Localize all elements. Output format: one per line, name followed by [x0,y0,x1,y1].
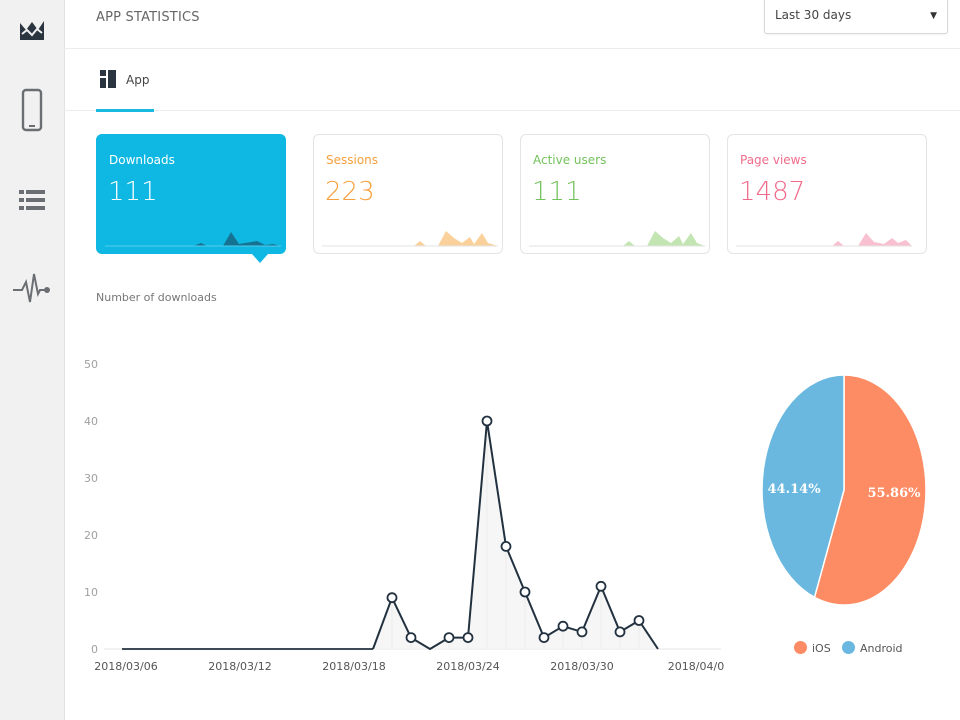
sparkline-area [105,232,281,246]
y-tick-label: 50 [84,358,98,371]
series-line [372,420,659,650]
stat-card-value: 111 [532,177,582,207]
pie-slice-android [761,374,845,599]
header: APP STATISTICS Last 30 days ▼ [64,0,960,49]
data-point [557,620,569,632]
sparkline [529,231,705,247]
downloads-line-chart: 0 10 20 30 40 50 2018/03/06 2018/03/12 2018/03/1… [84,358,724,673]
stat-card-value: 223 [325,177,375,207]
stat-card-value: 111 [108,177,158,207]
pulse-icon[interactable] [8,264,56,312]
data-point [519,586,531,598]
series-area [373,421,658,649]
layout-icon [100,70,116,92]
card-pointer [252,254,268,263]
date-range-select[interactable]: Last 30 days ▼ [764,0,948,34]
stat-card-label: Page views [740,153,807,167]
x-tick-label: 2018/03/12 [208,660,271,673]
data-point [633,615,645,626]
legend-label: Android [860,642,903,655]
data-point [500,540,512,552]
y-tick-label: 40 [84,415,98,428]
stat-card-sessions[interactable]: Sessions 223 [313,134,503,254]
sparkline [322,231,498,247]
data-point [576,626,588,638]
stat-card-label: Active users [533,153,607,167]
sparkline-area [322,231,498,246]
data-point [595,580,607,592]
stat-card-label: Sessions [326,153,379,167]
pie-slice-label: 55.86% [867,486,921,501]
stat-card-label: Downloads [109,153,175,167]
caret-down-icon: ▼ [930,11,937,21]
legend-label: iOS [812,642,831,655]
mobile-device-icon[interactable] [8,86,56,134]
main-content: APP STATISTICS Last 30 days ▼ App Downlo… [64,0,960,720]
stat-card-downloads[interactable]: Downloads 111 [96,134,286,254]
chart-title: Number of downloads [96,291,217,304]
x-tick-label: 2018/03/18 [322,660,385,673]
tab-bar: App [64,49,960,112]
data-point [462,632,474,644]
sparkline-area [736,233,912,246]
legend-dot-ios [794,641,807,654]
tab-label: App [126,73,150,87]
sidebar [0,0,65,720]
x-tick-label: 2018/03/30 [550,660,613,673]
page-title: APP STATISTICS [96,10,200,25]
y-tick-label: 30 [84,472,98,485]
stat-card-value: 1487 [739,177,806,207]
data-point [481,415,493,427]
data-point [386,592,398,604]
x-tick-label: 2018/03/24 [436,660,499,673]
sparkline [736,233,912,247]
y-tick-label: 10 [84,586,98,599]
sparkline-area [529,231,705,246]
x-tick-label: 2018/04/0 [668,660,724,673]
y-tick-label: 0 [91,643,98,656]
data-point [405,632,417,644]
stat-card-page-views[interactable]: Page views 1487 [727,134,927,254]
data-point [443,632,455,644]
legend-dot-android [842,641,855,654]
platform-pie-chart: 55.86% 44.14% [761,374,927,606]
date-range-value: Last 30 days [775,8,852,22]
pie-slice-label: 44.14% [767,482,821,497]
tab-app[interactable]: App [96,49,154,112]
list-icon[interactable] [8,176,56,224]
dashboard-icon[interactable] [8,6,56,54]
sparkline [105,232,281,247]
pie-slice-ios [813,374,927,606]
data-point [614,626,626,638]
stat-card-active-users[interactable]: Active users 111 [520,134,710,254]
tab-active-indicator [96,109,154,112]
y-tick-label: 20 [84,529,98,542]
x-tick-label: 2018/03/06 [94,660,157,673]
data-point [538,632,550,644]
